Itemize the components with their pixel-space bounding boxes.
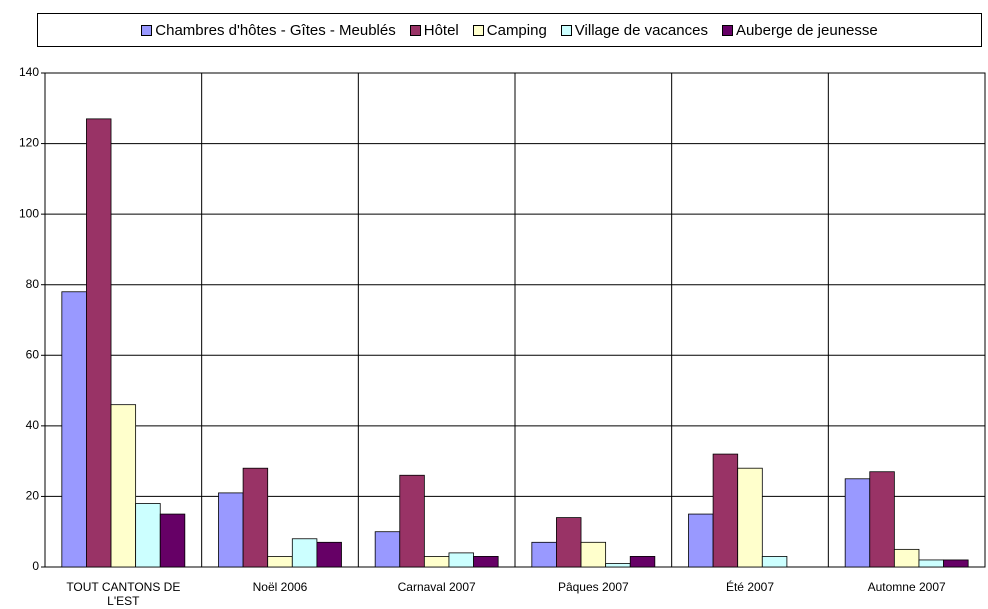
y-tick-label: 80 [26, 277, 40, 291]
legend: Chambres d'hôtes - Gîtes - Meublés Hôtel C… [37, 13, 982, 47]
legend-label: Chambres d'hôtes - Gîtes - Meublés [155, 21, 396, 39]
legend-swatch [560, 24, 572, 36]
bar [943, 559, 969, 568]
bar [869, 471, 895, 568]
bar [531, 541, 557, 568]
legend-item: Auberge de jeunesse [721, 21, 878, 39]
legend-item: Hôtel [409, 21, 459, 39]
bar [423, 556, 450, 568]
bar [242, 467, 269, 568]
bar [893, 548, 920, 568]
bar [580, 541, 607, 568]
legend-label: Camping [486, 21, 547, 39]
legend-swatch [721, 24, 733, 36]
bar [605, 563, 631, 568]
bar [399, 474, 425, 568]
bar [86, 118, 112, 568]
x-tick-label: Carnaval 2007 [397, 580, 476, 594]
x-tick-label: Été 2007 [725, 580, 775, 594]
bar [316, 541, 342, 568]
x-tick-label: TOUT CANTONS DE L'EST [66, 580, 181, 608]
y-tick-label: 60 [26, 347, 40, 361]
bar [291, 538, 318, 568]
y-tick-label: 140 [19, 65, 39, 79]
bar [135, 503, 161, 568]
plot-border [44, 72, 986, 568]
legend-label: Auberge de jeunesse [735, 21, 878, 39]
x-tick-label: Noël 2006 [252, 580, 308, 594]
legend-item: Village de vacances [560, 21, 708, 39]
bar [159, 513, 186, 568]
bar [844, 478, 871, 568]
bar [448, 552, 474, 568]
y-tick-label: 20 [26, 489, 40, 503]
x-tick-label: Automne 2007 [867, 580, 946, 594]
y-tick-label: 100 [19, 206, 39, 220]
bar [712, 453, 739, 568]
bar [761, 556, 788, 568]
legend-label: Hôtel [423, 21, 459, 39]
bar [110, 404, 137, 568]
x-tick-label: Pâques 2007 [557, 580, 629, 594]
bar [629, 556, 656, 568]
y-tick-label: 0 [32, 559, 39, 573]
legend-item: Chambres d'hôtes - Gîtes - Meublés [141, 21, 396, 39]
bar [374, 531, 401, 568]
bar [473, 556, 499, 568]
bar [218, 492, 244, 568]
y-tick-label: 120 [19, 136, 39, 150]
y-tick-label: 40 [26, 418, 40, 432]
legend-swatch [141, 24, 153, 36]
bar [737, 467, 763, 568]
legend-label: Village de vacances [574, 21, 708, 39]
bar [267, 556, 293, 568]
legend-swatch [472, 24, 484, 36]
bar [918, 559, 944, 568]
bar [61, 291, 87, 568]
bar [688, 513, 714, 568]
legend-swatch [409, 24, 421, 36]
legend-item: Camping [472, 21, 547, 39]
bar [556, 517, 582, 568]
